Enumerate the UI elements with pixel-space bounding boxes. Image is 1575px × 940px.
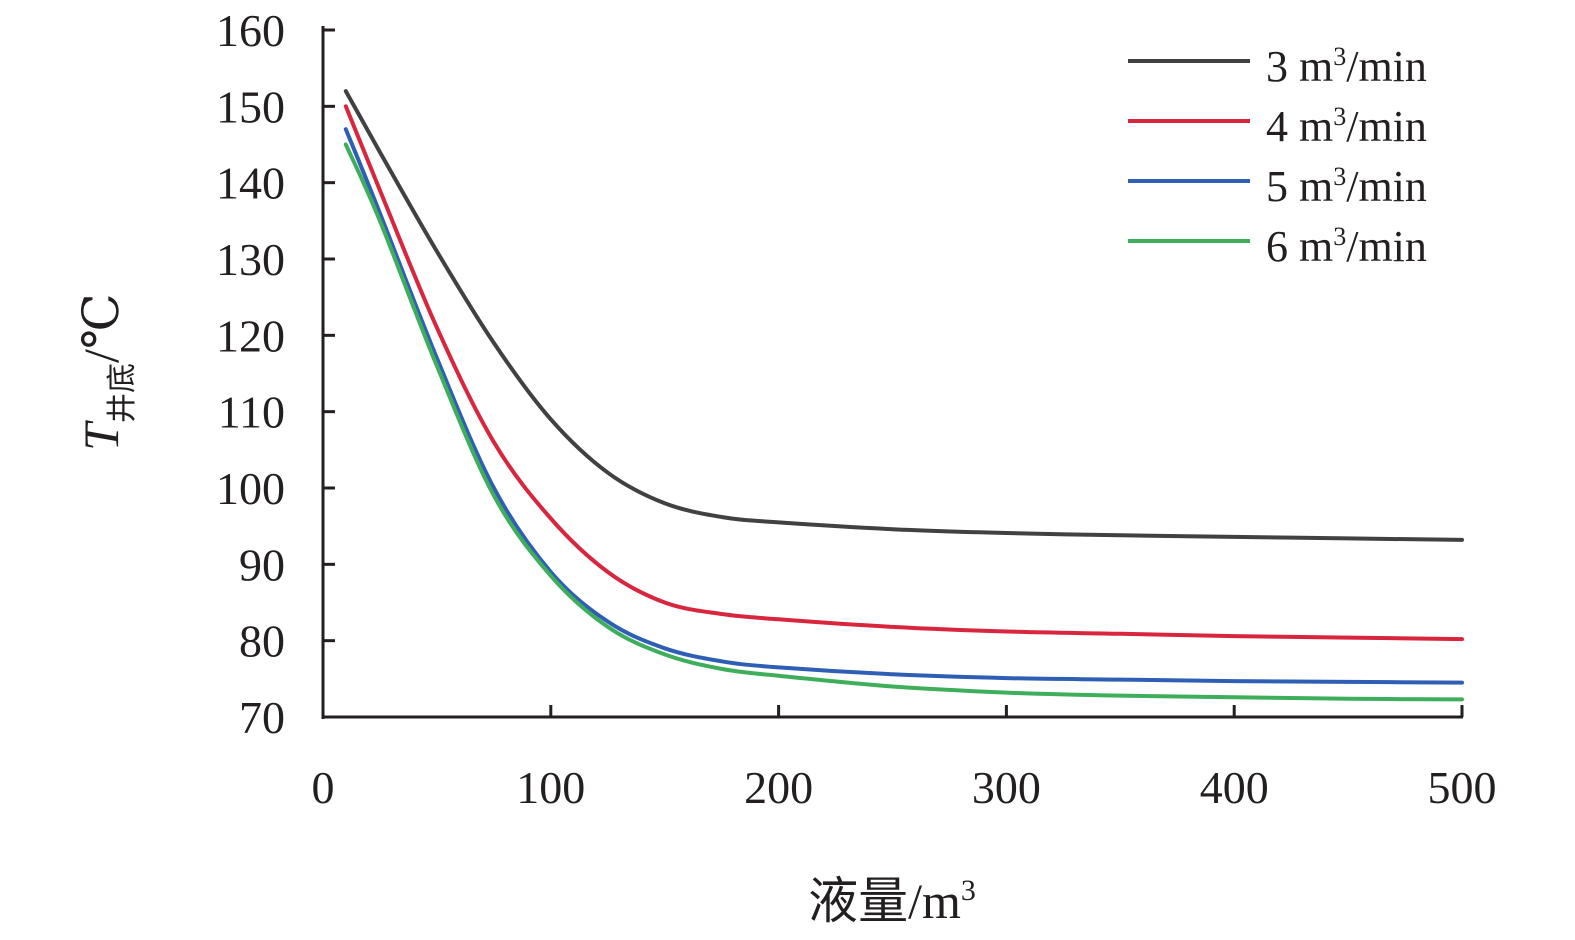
y-tick-label: 80 — [239, 616, 285, 667]
legend-label-4: 6 m3/min — [1266, 222, 1427, 271]
x-tick-label: 100 — [516, 762, 585, 813]
y-tick-label: 120 — [216, 310, 285, 361]
y-tick-label: 130 — [216, 234, 285, 285]
series-line-3 — [343, 127, 1464, 685]
x-tick-label: 500 — [1428, 762, 1497, 813]
legend-label-1: 3 m3/min — [1266, 42, 1427, 91]
x-axis-label: 液量/m3 — [808, 873, 976, 929]
legend-label-2: 4 m3/min — [1266, 102, 1427, 151]
x-tick-label: 200 — [744, 762, 813, 813]
series-line-1 — [343, 89, 1464, 542]
y-tick-label: 100 — [216, 463, 285, 514]
y-tick-label: 110 — [218, 387, 285, 438]
x-tick-label: 400 — [1200, 762, 1269, 813]
y-axis-label: T井底/℃ — [73, 293, 139, 451]
y-tick-label: 160 — [216, 5, 285, 56]
ticks: 70 80 90 100 110 120 130 140 150 160 0 100 200 300 400… — [216, 5, 1497, 813]
series-line-4 — [343, 142, 1464, 702]
y-tick-label: 90 — [239, 539, 285, 590]
y-tick-label: 150 — [216, 81, 285, 132]
y-tick-label: 140 — [216, 158, 285, 209]
y-tick-label: 70 — [239, 692, 285, 743]
x-tick-label: 0 — [312, 762, 335, 813]
axes — [321, 26, 1463, 719]
series-line-2 — [343, 104, 1464, 642]
series-layer — [343, 89, 1464, 702]
legend-label-3: 5 m3/min — [1266, 162, 1427, 211]
x-tick-label: 300 — [972, 762, 1041, 813]
legend: 3 m3/min 4 m3/min 5 m3/min 6 m3/min — [1128, 42, 1427, 271]
